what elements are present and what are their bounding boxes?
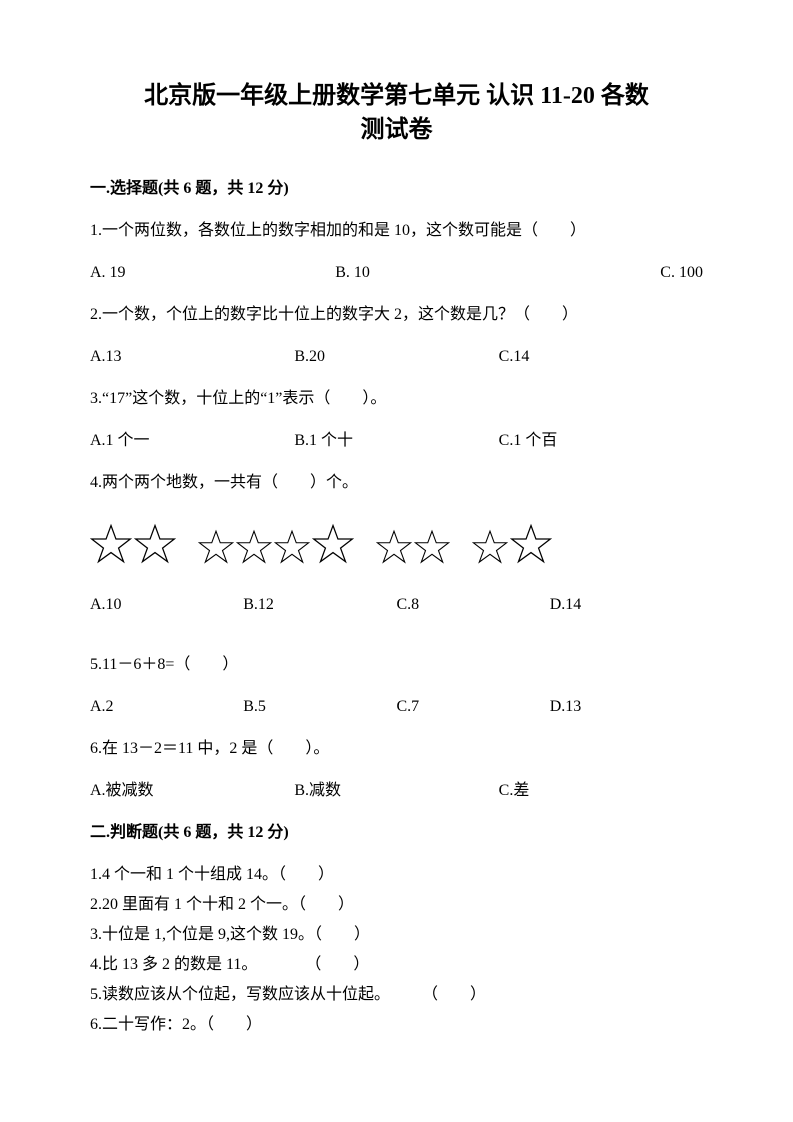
q3-opt-c: C.1 个百	[499, 429, 703, 453]
q3-opt-b: B.1 个十	[294, 429, 498, 453]
star-icon	[510, 523, 552, 565]
q1: 1.一个两位数，各数位上的数字相加的和是 10，这个数可能是（ ）	[90, 219, 703, 243]
q4-stars	[90, 523, 703, 565]
q4-text: 4.两个两个地数，一共有（ ）个。	[90, 471, 703, 495]
s2-q4: 4.比 13 多 2 的数是 11。 （ ）	[90, 953, 703, 977]
q6-options: A.被减数 B.减数 C.差	[90, 779, 703, 803]
q3-options: A.1 个一 B.1 个十 C.1 个百	[90, 429, 703, 453]
q2-opt-a: A.13	[90, 345, 294, 369]
q1-options: A. 19 B. 10 C. 100	[90, 261, 703, 285]
judge-list: 1.4 个一和 1 个十组成 14。（ ） 2.20 里面有 1 个十和 2 个…	[90, 863, 703, 1037]
s2-q2: 2.20 里面有 1 个十和 2 个一。（ ）	[90, 893, 703, 917]
q4-opt-c: C.8	[397, 593, 550, 617]
s2-q1: 1.4 个一和 1 个十组成 14。（ ）	[90, 863, 703, 887]
star-icon	[414, 529, 450, 565]
q6-opt-c: C.差	[499, 779, 703, 803]
q5-opt-c: C.7	[397, 695, 550, 719]
star-icon	[236, 529, 272, 565]
q4: 4.两个两个地数，一共有（ ）个。	[90, 471, 703, 495]
star-icon	[472, 529, 508, 565]
title-line2: 测试卷	[90, 114, 703, 148]
q2-opt-c: C.14	[499, 345, 703, 369]
q4-options: A.10 B.12 C.8 D.14	[90, 593, 703, 617]
section2-header: 二.判断题(共 6 题，共 12 分)	[90, 821, 703, 845]
q2-opt-b: B.20	[294, 345, 498, 369]
q1-opt-c: C. 100	[519, 261, 703, 285]
q4-opt-a: A.10	[90, 593, 243, 617]
q5-opt-a: A.2	[90, 695, 243, 719]
q5-opt-b: B.5	[243, 695, 396, 719]
q2-options: A.13 B.20 C.14	[90, 345, 703, 369]
star-icon	[312, 523, 354, 565]
title-line1: 北京版一年级上册数学第七单元 认识 11-20 各数	[90, 80, 703, 114]
q3: 3.“17”这个数，十位上的“1”表示（ ）。	[90, 387, 703, 411]
q4-opt-d: D.14	[550, 593, 703, 617]
s2-q5: 5.读数应该从个位起，写数应该从十位起。 （ ）	[90, 983, 703, 1007]
page-title: 北京版一年级上册数学第七单元 认识 11-20 各数 测试卷	[90, 80, 703, 147]
s2-q6: 6.二十写作：2。（ ）	[90, 1013, 703, 1037]
q3-opt-a: A.1 个一	[90, 429, 294, 453]
star-icon	[90, 523, 132, 565]
star-icon	[376, 529, 412, 565]
star-icon	[134, 523, 176, 565]
q5-options: A.2 B.5 C.7 D.13	[90, 695, 703, 719]
q6-text: 6.在 13－2＝11 中，2 是（ ）。	[90, 737, 703, 761]
section1-header: 一.选择题(共 6 题，共 12 分)	[90, 177, 703, 201]
star-icon	[198, 529, 234, 565]
q5-opt-d: D.13	[550, 695, 703, 719]
q6: 6.在 13－2＝11 中，2 是（ ）。	[90, 737, 703, 761]
q6-opt-a: A.被减数	[90, 779, 294, 803]
q5: 5.11－6＋8=（ ）	[90, 653, 703, 677]
q2-text: 2.一个数，个位上的数字比十位上的数字大 2，这个数是几？（ ）	[90, 303, 703, 327]
q1-opt-b: B. 10	[335, 261, 519, 285]
q1-text: 1.一个两位数，各数位上的数字相加的和是 10，这个数可能是（ ）	[90, 219, 703, 243]
q1-opt-a: A. 19	[90, 261, 335, 285]
q3-text: 3.“17”这个数，十位上的“1”表示（ ）。	[90, 387, 703, 411]
q4-opt-b: B.12	[243, 593, 396, 617]
star-icon	[274, 529, 310, 565]
s2-q3: 3.十位是 1,个位是 9,这个数 19。（ ）	[90, 923, 703, 947]
q6-opt-b: B.减数	[294, 779, 498, 803]
q2: 2.一个数，个位上的数字比十位上的数字大 2，这个数是几？（ ）	[90, 303, 703, 327]
q5-text: 5.11－6＋8=（ ）	[90, 653, 703, 677]
